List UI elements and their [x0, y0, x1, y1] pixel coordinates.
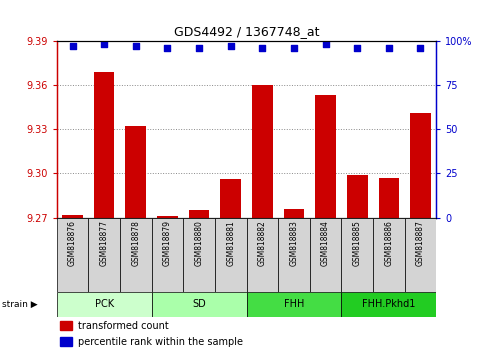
Bar [88, 218, 120, 292]
Point [69, 43, 76, 49]
Bar [157, 216, 177, 218]
Point [258, 45, 266, 51]
Text: GSM818879: GSM818879 [163, 220, 172, 266]
Bar [61, 321, 72, 330]
Bar [410, 113, 431, 218]
Bar [405, 218, 436, 292]
Point [385, 45, 393, 51]
Bar [379, 178, 399, 218]
Text: GSM818877: GSM818877 [100, 220, 108, 266]
Text: GSM818876: GSM818876 [68, 220, 77, 266]
Text: GSM818887: GSM818887 [416, 220, 425, 266]
Bar [347, 175, 367, 218]
Text: GSM818880: GSM818880 [195, 220, 204, 266]
Bar [57, 292, 152, 317]
Text: GSM818883: GSM818883 [289, 220, 298, 266]
Bar [246, 218, 278, 292]
Bar [341, 218, 373, 292]
Bar [220, 179, 241, 218]
Bar [310, 218, 341, 292]
Bar [215, 218, 246, 292]
Text: percentile rank within the sample: percentile rank within the sample [77, 337, 243, 347]
Point [164, 45, 172, 51]
Text: GSM818885: GSM818885 [352, 220, 362, 266]
Text: GSM818884: GSM818884 [321, 220, 330, 266]
Bar [152, 292, 246, 317]
Point [321, 41, 329, 47]
Bar [316, 95, 336, 218]
Bar [120, 218, 152, 292]
Bar [341, 292, 436, 317]
Bar [152, 218, 183, 292]
Point [417, 45, 424, 51]
Bar [126, 126, 146, 218]
Bar [189, 210, 210, 218]
Bar [62, 215, 83, 218]
Point [100, 41, 108, 47]
Bar [61, 337, 72, 346]
Point [353, 45, 361, 51]
Bar [278, 218, 310, 292]
Text: GSM818878: GSM818878 [131, 220, 141, 266]
Point [132, 43, 140, 49]
Point [195, 45, 203, 51]
Bar [57, 218, 88, 292]
Point [290, 45, 298, 51]
Bar [246, 292, 341, 317]
Text: FHH.Pkhd1: FHH.Pkhd1 [362, 299, 416, 309]
Bar [252, 85, 273, 218]
Point [227, 43, 235, 49]
Text: FHH: FHH [284, 299, 304, 309]
Bar [283, 209, 304, 218]
Text: PCK: PCK [95, 299, 114, 309]
Text: SD: SD [192, 299, 206, 309]
Bar [373, 218, 405, 292]
Text: GSM818882: GSM818882 [258, 220, 267, 266]
Title: GDS4492 / 1367748_at: GDS4492 / 1367748_at [174, 25, 319, 38]
Text: transformed count: transformed count [77, 321, 168, 331]
Text: strain ▶: strain ▶ [2, 300, 38, 309]
Bar [183, 218, 215, 292]
Text: GSM818886: GSM818886 [385, 220, 393, 266]
Bar [94, 72, 114, 218]
Text: GSM818881: GSM818881 [226, 220, 235, 266]
